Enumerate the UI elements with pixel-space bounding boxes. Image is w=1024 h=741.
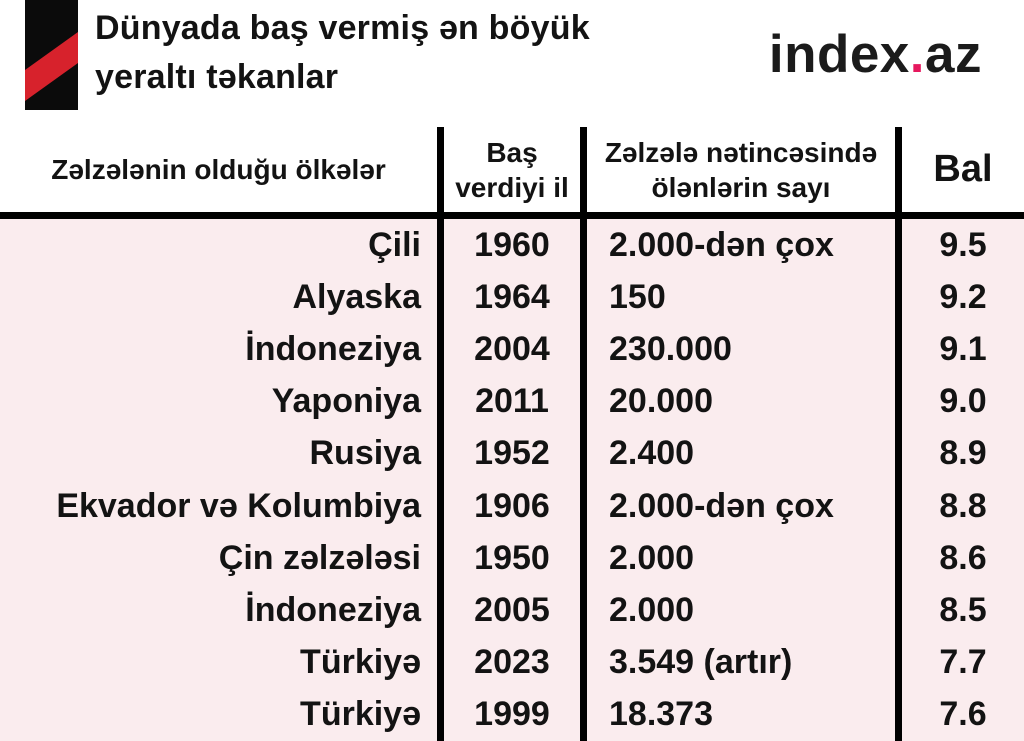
cell-magnitude: 7.6 bbox=[895, 688, 1024, 741]
table-row: Ekvador və Kolumbiya 1906 2.000-dən çox 8.8 bbox=[0, 479, 1024, 533]
cell-deaths: 2.000-dən çox bbox=[580, 219, 895, 272]
cell-magnitude: 7.7 bbox=[895, 636, 1024, 689]
header-cell-magnitude: Bal bbox=[895, 127, 1024, 212]
cell-country: Rusiya bbox=[309, 434, 422, 473]
logo-mark bbox=[25, 0, 78, 110]
table-row: Çili 1960 2.000-dən çox 9.5 bbox=[0, 219, 1024, 272]
table-row: Rusiya 1952 2.400 8.9 bbox=[0, 427, 1024, 480]
cell-country: Çin zəlzələsi bbox=[218, 538, 421, 577]
header-bar: Dünyada baş vermiş ən böyük yeraltı təka… bbox=[0, 0, 1024, 127]
cell-deaths: 20.000 bbox=[580, 375, 895, 428]
cell-country: Türkiyə bbox=[300, 695, 421, 734]
logo-mark-graphic bbox=[25, 0, 78, 110]
cell-deaths: 150 bbox=[580, 271, 895, 324]
table-row: Türkiyə 2023 3.549 (artır) 7.7 bbox=[0, 636, 1024, 689]
cell-magnitude: 8.5 bbox=[895, 584, 1024, 637]
header-cell-countries: Zəlzələnin olduğu ölkələr bbox=[51, 154, 386, 185]
header-cell-deaths: Zəlzələ nətincəsində ölənlərin sayı bbox=[580, 127, 895, 212]
cell-country: İndoneziya bbox=[245, 590, 421, 629]
cell-deaths: 18.373 bbox=[580, 688, 895, 741]
table-row: Türkiyə 1999 18.373 7.6 bbox=[0, 688, 1024, 741]
cell-deaths: 2.000 bbox=[580, 532, 895, 585]
cell-country: Ekvador və Kolumbiya bbox=[56, 486, 421, 525]
cell-year: 1952 bbox=[437, 427, 580, 480]
cell-year: 1960 bbox=[437, 219, 580, 272]
brand-logo: index.az bbox=[769, 24, 982, 85]
page-title-line-2: yeraltı təkanlar bbox=[95, 58, 339, 96]
cell-year: 1999 bbox=[437, 688, 580, 741]
table-row: Alyaska 1964 150 9.2 bbox=[0, 271, 1024, 324]
brand-logo-text-az: az bbox=[925, 25, 982, 84]
cell-year: 1906 bbox=[437, 479, 580, 533]
earthquake-table: Zəlzələnin olduğu ölkələr Baş verdiyi il… bbox=[0, 127, 1024, 741]
page-title-line-1: Dünyada baş vermiş ən böyük bbox=[95, 9, 590, 47]
cell-deaths: 3.549 (artır) bbox=[580, 636, 895, 689]
cell-magnitude: 8.9 bbox=[895, 427, 1024, 480]
cell-year: 2004 bbox=[437, 323, 580, 376]
cell-year: 2011 bbox=[437, 375, 580, 428]
cell-deaths: 2.000 bbox=[580, 584, 895, 637]
logo-diagonal-stripe bbox=[25, 32, 78, 101]
cell-country: İndoneziya bbox=[245, 329, 421, 368]
cell-magnitude: 9.5 bbox=[895, 219, 1024, 272]
cell-deaths: 2.400 bbox=[580, 427, 895, 480]
cell-magnitude: 9.0 bbox=[895, 375, 1024, 428]
cell-country: Alyaska bbox=[292, 277, 421, 316]
table-body: Çili 1960 2.000-dən çox 9.5 Alyaska 1964 150 9.… bbox=[0, 219, 1024, 741]
cell-country: Çili bbox=[368, 225, 421, 264]
cell-country: Türkiyə bbox=[300, 643, 421, 682]
table-header-row: Zəlzələnin olduğu ölkələr Baş verdiyi il… bbox=[0, 127, 1024, 219]
brand-logo-text-index: index bbox=[768, 25, 910, 84]
page-title: Dünyada baş vermiş ən böyük yeraltı təka… bbox=[95, 4, 590, 102]
header-cell-year: Baş verdiyi il bbox=[437, 127, 580, 212]
cell-year: 2005 bbox=[437, 584, 580, 637]
cell-year: 2023 bbox=[437, 636, 580, 689]
cell-magnitude: 8.8 bbox=[895, 479, 1024, 533]
table-row: Yaponiya 2011 20.000 9.0 bbox=[0, 375, 1024, 428]
cell-year: 1950 bbox=[437, 532, 580, 585]
brand-logo-dot: . bbox=[909, 25, 926, 84]
table-row: Çin zəlzələsi 1950 2.000 8.6 bbox=[0, 532, 1024, 585]
cell-year: 1964 bbox=[437, 271, 580, 324]
cell-country: Yaponiya bbox=[271, 382, 421, 421]
cell-magnitude: 9.2 bbox=[895, 271, 1024, 324]
cell-magnitude: 9.1 bbox=[895, 323, 1024, 376]
cell-magnitude: 8.6 bbox=[895, 532, 1024, 585]
table-row: İndoneziya 2005 2.000 8.5 bbox=[0, 584, 1024, 637]
cell-deaths: 230.000 bbox=[580, 323, 895, 376]
cell-deaths: 2.000-dən çox bbox=[580, 479, 895, 533]
table-row: İndoneziya 2004 230.000 9.1 bbox=[0, 323, 1024, 376]
